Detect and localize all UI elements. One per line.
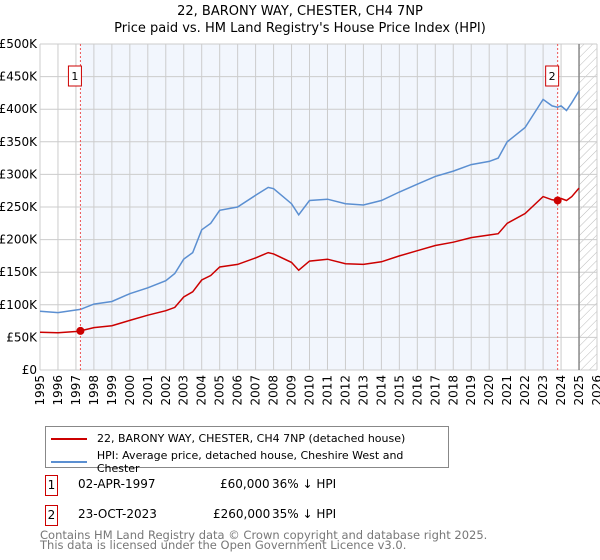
- x-tick-label: 2017: [428, 375, 442, 406]
- series-line: [39, 187, 580, 334]
- x-tick-label: 2015: [392, 375, 406, 406]
- y-tick-label: £50K: [6, 330, 38, 344]
- x-tick-label: 2023: [536, 375, 550, 406]
- plot-area: 1995 1996 1997 1998 1999 2000 2001 2002 2003 2004…: [0, 37, 600, 406]
- transaction-date: 02-APR-1997: [78, 477, 156, 491]
- x-tick-label: 2010: [303, 375, 317, 406]
- legend-item-property: 22, BARONY WAY, CHESTER, CH4 7NP (detach…: [51, 432, 405, 445]
- x-tick-label: 2004: [195, 375, 209, 406]
- series-line: [39, 90, 580, 314]
- x-tick-label: 1997: [69, 375, 83, 406]
- x-tick-label: 1999: [105, 375, 119, 406]
- chart-title: 22, BARONY WAY, CHESTER, CH4 7NP: [177, 4, 423, 19]
- y-tick-label: £100K: [0, 298, 38, 312]
- x-tick-label: 2003: [177, 375, 191, 406]
- legend-label: HPI: Average price, detached house, Ches…: [96, 449, 404, 475]
- x-tick-label: 2020: [482, 375, 496, 406]
- sale-badge: [67, 65, 82, 87]
- transaction-price: £260,000: [213, 507, 271, 521]
- x-tick-label: 2026: [590, 375, 600, 406]
- x-tick-label: 2005: [213, 375, 227, 406]
- x-tick-label: 2011: [320, 375, 334, 406]
- x-tick-label: 2007: [249, 375, 263, 406]
- x-tick-label: 2019: [464, 375, 478, 406]
- y-tick-label: £450K: [0, 70, 38, 84]
- sale-badge: [545, 65, 560, 87]
- x-tick-label: 2002: [159, 375, 173, 406]
- x-tick-label: 2013: [356, 375, 370, 406]
- marker-badge: 1: [45, 475, 58, 496]
- marker-badge: 2: [45, 505, 58, 526]
- transaction-date: 23-OCT-2023: [78, 507, 157, 521]
- footer: Contains HM Land Registry data © Crown c…: [40, 528, 488, 552]
- transaction-price: £60,000: [220, 477, 270, 491]
- y-tick-label: £350K: [0, 135, 38, 149]
- y-tick-label: £250K: [0, 200, 38, 214]
- y-tick-label: £200K: [0, 233, 38, 247]
- x-tick-label: 2009: [285, 375, 299, 406]
- sale-badge-label: 1: [71, 70, 78, 83]
- x-tick-label: 2000: [123, 375, 137, 406]
- footer-line: Contains HM Land Registry data © Crown c…: [40, 528, 488, 542]
- legend: 22, BARONY WAY, CHESTER, CH4 7NP (detach…: [45, 426, 449, 475]
- x-tick-label: 2014: [374, 375, 388, 406]
- transaction-row: 1 02-APR-1997 £60,000 36% ↓ HPI: [45, 475, 545, 496]
- x-tick-label: 2001: [141, 375, 155, 406]
- sale-point: [553, 196, 562, 205]
- transaction-hpi: 36% ↓ HPI: [272, 477, 337, 491]
- y-tick-label: £400K: [0, 102, 38, 116]
- x-tick-label: 2021: [500, 375, 514, 406]
- x-tick-label: 2024: [554, 375, 568, 406]
- x-tick-label: 2012: [338, 375, 352, 406]
- y-tick-label: £300K: [0, 167, 38, 181]
- x-tick-label: 2008: [267, 375, 281, 406]
- transaction-hpi: 35% ↓ HPI: [272, 507, 337, 521]
- transaction-row: 2 23-OCT-2023 £260,000 35% ↓ HPI: [45, 505, 545, 526]
- footer-line: This data is licensed under the Open Gov…: [40, 538, 407, 552]
- legend-item-hpi: HPI: Average price, detached house, Ches…: [51, 449, 448, 475]
- x-tick-label: 2018: [446, 375, 460, 406]
- x-tick-label: 1998: [87, 375, 101, 406]
- x-tick-label: 2016: [410, 375, 424, 406]
- legend-swatch-blue: [51, 461, 87, 463]
- legend-label: 22, BARONY WAY, CHESTER, CH4 7NP (detach…: [97, 432, 406, 445]
- y-tick-label: £150K: [0, 265, 38, 279]
- x-tick-label: 1996: [51, 375, 65, 406]
- x-tick-label: 2025: [572, 375, 586, 406]
- sale-point: [76, 326, 85, 335]
- chart-subtitle: Price paid vs. HM Land Registry's House …: [114, 21, 486, 36]
- x-tick-label: 1995: [33, 375, 47, 406]
- y-tick-label: £0: [22, 363, 37, 377]
- x-tick-label: 2006: [231, 375, 245, 406]
- legend-swatch-red: [51, 437, 87, 440]
- y-tick-label: £500K: [0, 37, 38, 51]
- x-tick-label: 2022: [518, 375, 532, 406]
- sale-badge-label: 2: [549, 70, 556, 83]
